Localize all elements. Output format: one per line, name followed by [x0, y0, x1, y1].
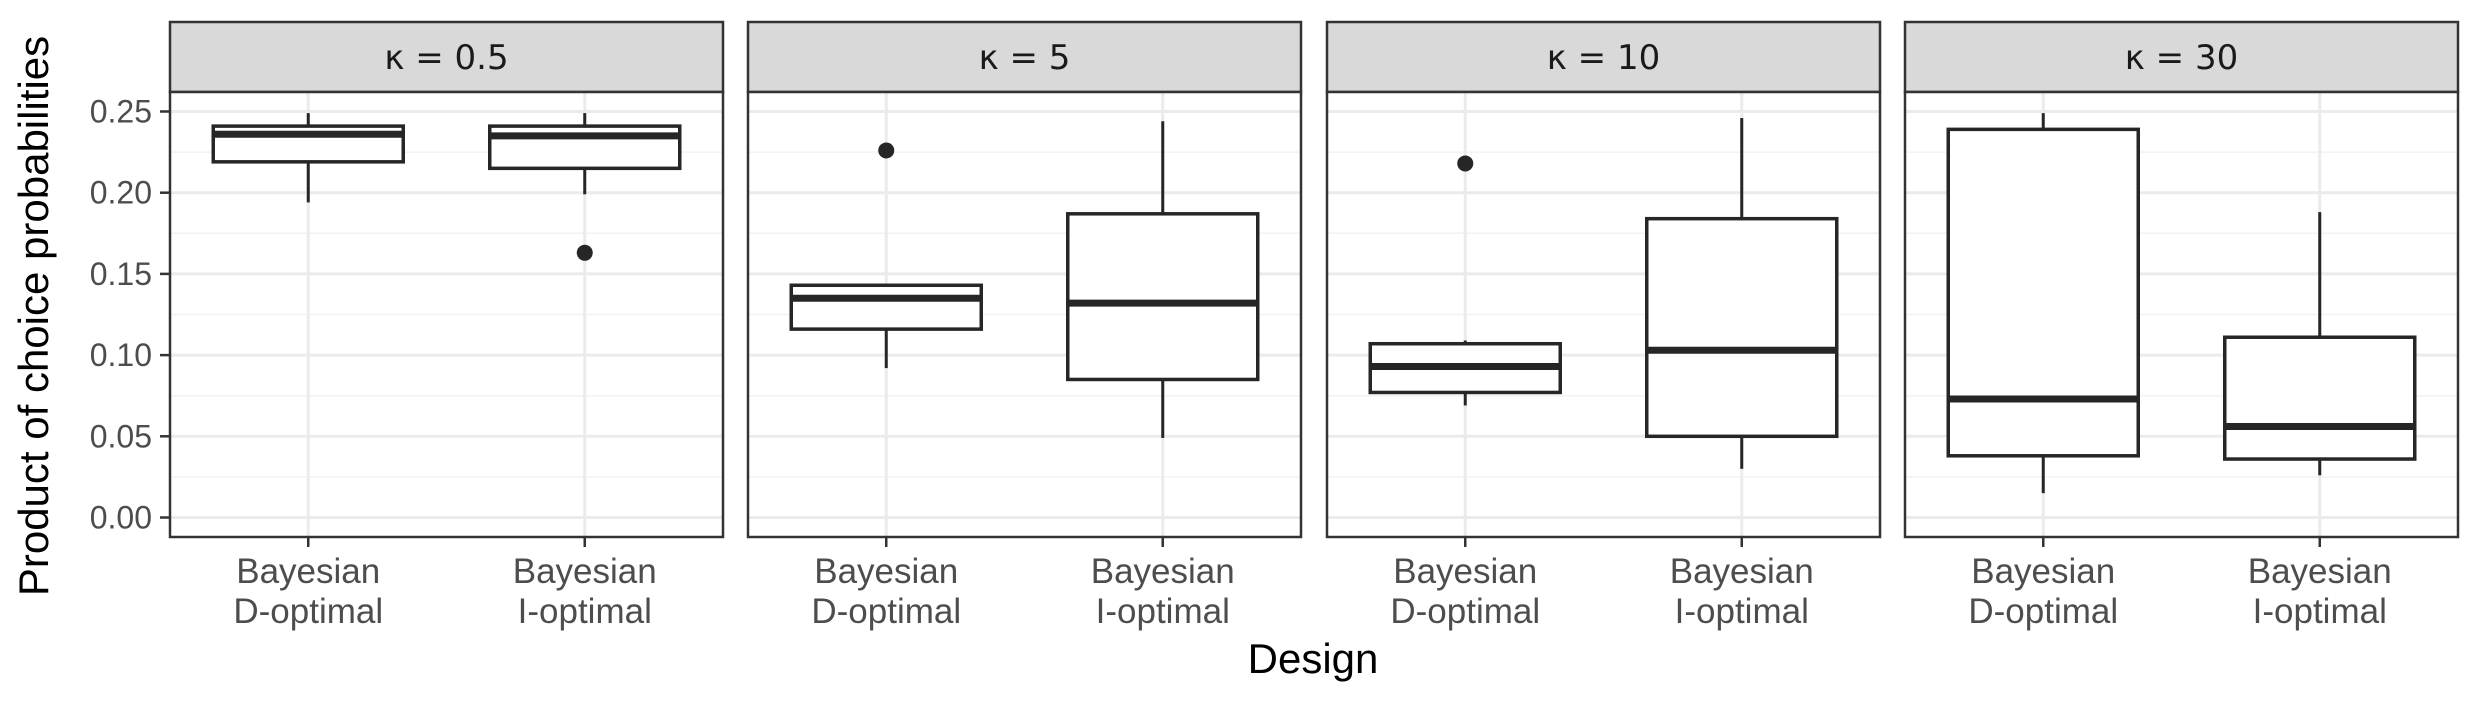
x-tick-label-line: D-optimal: [811, 592, 961, 631]
outlier-point: [878, 142, 895, 159]
panel-border: [1903, 90, 2460, 539]
box: [488, 113, 682, 261]
x-tick-label-line: Bayesian: [513, 552, 657, 591]
y-tick-label: 0.00: [90, 500, 152, 536]
x-tick-label-line: D-optimal: [233, 592, 383, 631]
y-tick-label: 0.05: [90, 418, 152, 454]
x-tick-label-line: D-optimal: [1390, 592, 1540, 631]
x-tick-label-line: Bayesian: [1971, 552, 2115, 591]
x-tick-label-line: Bayesian: [236, 552, 380, 591]
box: [789, 142, 983, 369]
box: [2223, 212, 2417, 476]
x-tick-label: Bayesian I-optimal: [2248, 552, 2392, 631]
x-tick-label: Bayesian D-optimal: [1390, 552, 1540, 631]
x-tick-label: Bayesian D-optimal: [811, 552, 961, 631]
x-tick-label-line: I-optimal: [1675, 592, 1809, 631]
facet-strip-label: κ = 0.5: [384, 38, 508, 78]
y-tick-label: 0.25: [90, 93, 152, 129]
y-tick-label: 0.10: [90, 337, 152, 373]
panel-border: [1325, 90, 1882, 539]
y-tick-label: 0.20: [90, 175, 152, 211]
panel-border: [168, 90, 725, 539]
y-axis: 0.00 0.05 0.10 0.15 0.20 0.25: [90, 93, 170, 536]
x-tick-label: Bayesian I-optimal: [1670, 552, 1814, 631]
x-tick-label-line: Bayesian: [1670, 552, 1814, 591]
outlier-point: [576, 244, 593, 261]
box-rect: [1645, 216, 1839, 439]
x-tick-label: Bayesian D-optimal: [1968, 552, 2118, 631]
box-rect: [789, 283, 983, 331]
x-tick-label-line: Bayesian: [1393, 552, 1537, 591]
panel-border: [746, 90, 1303, 539]
x-tick-label-line: Bayesian: [2248, 552, 2392, 591]
box-rect: [1946, 127, 2140, 458]
x-tick-label-line: Bayesian: [814, 552, 958, 591]
box-rect: [2223, 335, 2417, 461]
x-tick-label: Bayesian I-optimal: [1091, 552, 1235, 631]
facet-strip-label: κ = 5: [979, 38, 1071, 78]
box: [1368, 155, 1562, 406]
x-tick-label: Bayesian D-optimal: [233, 552, 383, 631]
x-tick-label-line: I-optimal: [1096, 592, 1230, 631]
x-tick-label-line: I-optimal: [518, 592, 652, 631]
x-axis-title: Design: [1248, 635, 1379, 682]
facet-strip-label: κ = 30: [2125, 38, 2238, 78]
y-tick-label: 0.15: [90, 256, 152, 292]
box: [1946, 113, 2140, 494]
x-tick-label: Bayesian I-optimal: [513, 552, 657, 631]
facet-strip: [168, 20, 725, 94]
box: [1066, 121, 1260, 438]
y-axis-title: Product of choice probabilities: [10, 36, 57, 596]
facet-strip-label: κ = 10: [1547, 38, 1660, 78]
box: [1645, 117, 1839, 469]
box-rect: [1066, 212, 1260, 382]
facet-strip: [1325, 20, 1882, 94]
box: [211, 113, 405, 203]
x-tick-label-line: Bayesian: [1091, 552, 1235, 591]
facet-strip: [746, 20, 1303, 94]
outlier-point: [1457, 155, 1474, 172]
x-tick-label-line: D-optimal: [1968, 592, 2118, 631]
x-tick-label-line: I-optimal: [2253, 592, 2387, 631]
